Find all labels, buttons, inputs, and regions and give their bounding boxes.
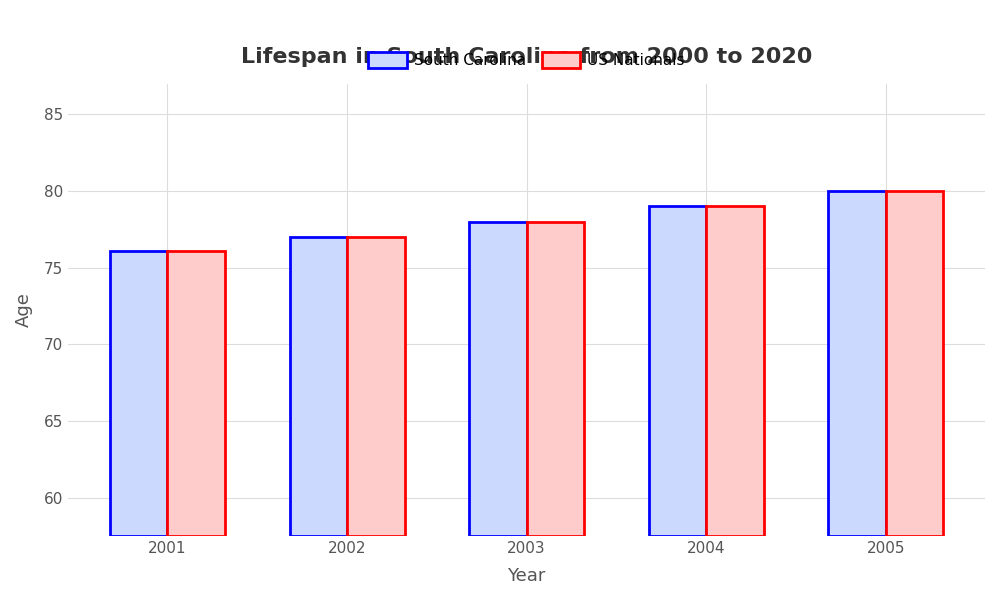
Bar — [886, 191, 943, 536]
Bar — [527, 221, 584, 536]
Bar — [828, 191, 886, 536]
Bar — [706, 206, 764, 536]
Title: Lifespan in South Carolina from 2000 to 2020: Lifespan in South Carolina from 2000 to … — [241, 47, 812, 67]
X-axis label: Year: Year — [507, 567, 546, 585]
Bar — [347, 237, 405, 536]
Bar — [167, 251, 225, 536]
Y-axis label: Age: Age — [15, 292, 33, 327]
Bar — [290, 237, 347, 536]
Legend: South Carolina, US Nationals: South Carolina, US Nationals — [362, 46, 691, 74]
Bar — [649, 206, 706, 536]
Bar — [110, 251, 167, 536]
Bar — [469, 221, 527, 536]
